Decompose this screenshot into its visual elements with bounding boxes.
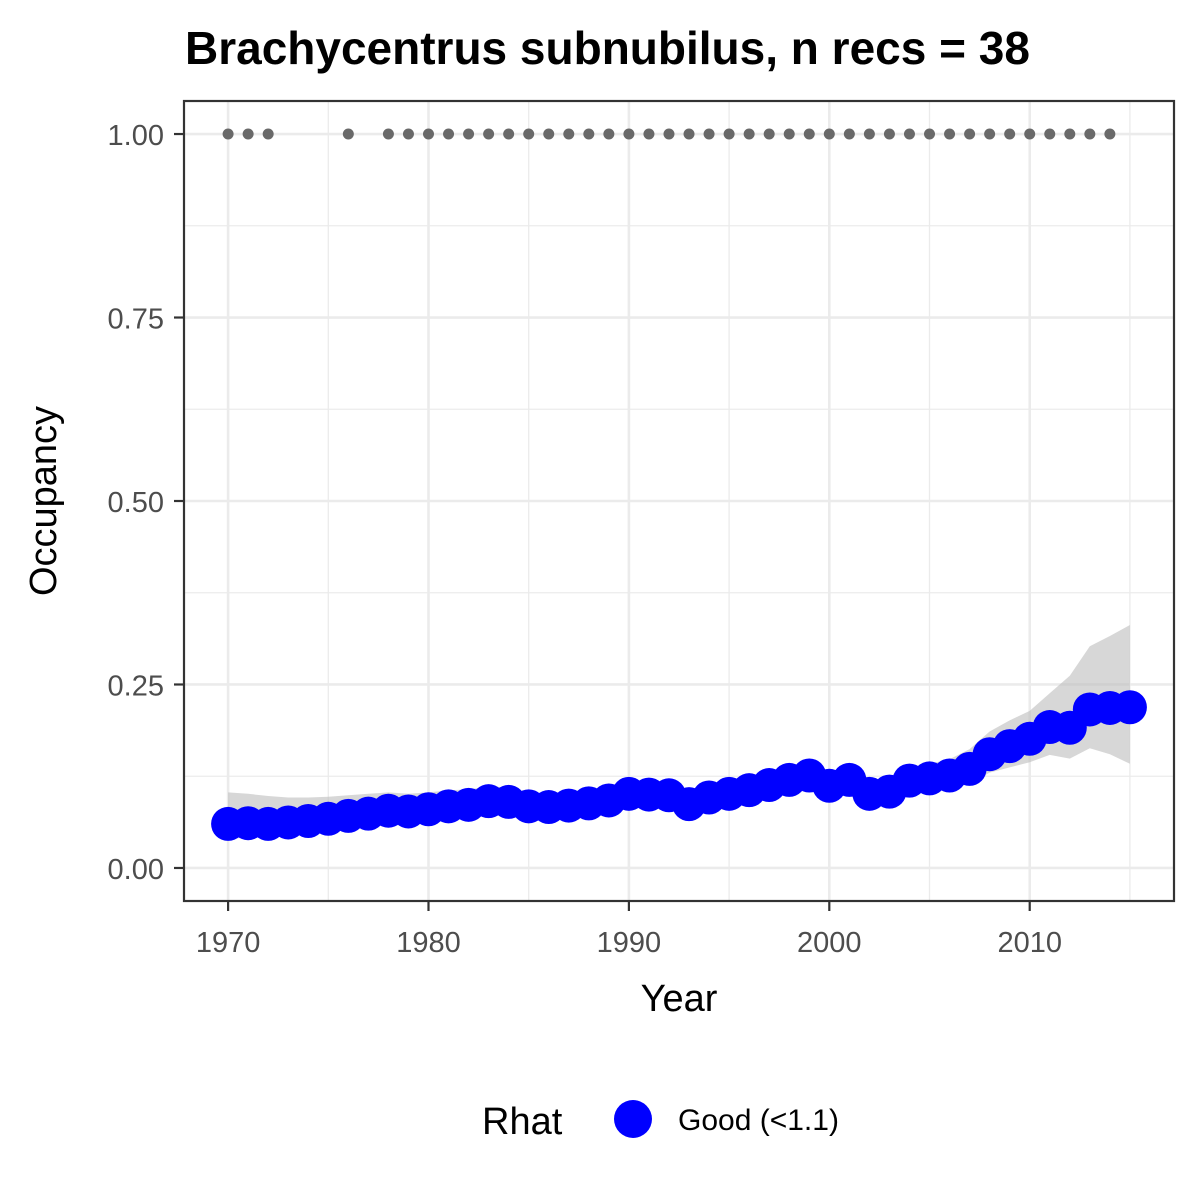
record-point (563, 128, 575, 140)
record-point (803, 128, 815, 140)
legend: Rhat Good (<1.1) (482, 1100, 839, 1143)
y-tick-label: 0.75 (108, 304, 164, 336)
record-point (583, 128, 595, 140)
record-point (843, 128, 855, 140)
record-point (603, 128, 615, 140)
y-tick-label: 0.00 (108, 854, 164, 886)
x-tick-label: 1980 (396, 927, 461, 959)
record-point (262, 128, 274, 140)
record-point (643, 128, 655, 140)
x-tick-label: 1970 (196, 927, 261, 959)
chart-title: Brachycentrus subnubilus, n recs = 38 (185, 22, 1030, 74)
y-tick-label: 0.50 (108, 487, 164, 519)
record-point (964, 128, 976, 140)
record-point (783, 128, 795, 140)
record-point (443, 128, 455, 140)
record-point (503, 128, 515, 140)
record-point (1064, 128, 1076, 140)
record-point (623, 128, 635, 140)
record-point (944, 128, 956, 140)
legend-label-good: Good (<1.1) (678, 1104, 839, 1137)
record-point (1004, 128, 1016, 140)
y-tick-label: 0.25 (108, 670, 164, 702)
record-point (703, 128, 715, 140)
record-point (463, 128, 475, 140)
x-tick-label: 2010 (997, 927, 1062, 959)
record-point (483, 128, 495, 140)
record-point (743, 128, 755, 140)
record-point (763, 128, 775, 140)
occupancy-point (1112, 690, 1147, 725)
record-point (683, 128, 695, 140)
record-point (402, 128, 414, 140)
record-point (242, 128, 254, 140)
record-point (543, 128, 555, 140)
record-point (924, 128, 936, 140)
record-point (422, 128, 434, 140)
record-point (663, 128, 675, 140)
record-points-layer (222, 128, 1116, 140)
record-point (863, 128, 875, 140)
y-axis: 0.00 0.25 0.50 0.75 1.00 (108, 120, 184, 886)
x-tick-label: 1990 (597, 927, 662, 959)
record-point (903, 128, 915, 140)
x-tick-label: 2000 (797, 927, 862, 959)
record-point (723, 128, 735, 140)
y-axis-title: Occupancy (23, 406, 65, 596)
record-point (523, 128, 535, 140)
record-point (1104, 128, 1116, 140)
x-axis: 1970 1980 1990 2000 2010 (196, 901, 1062, 959)
x-axis-title: Year (641, 978, 718, 1020)
record-point (1044, 128, 1056, 140)
record-point (823, 128, 835, 140)
record-point (883, 128, 895, 140)
record-point (382, 128, 394, 140)
legend-title: Rhat (482, 1101, 563, 1143)
record-point (1024, 128, 1036, 140)
legend-key-good (614, 1100, 652, 1138)
y-tick-label: 1.00 (108, 120, 164, 152)
record-point (984, 128, 996, 140)
record-point (1084, 128, 1096, 140)
record-point (342, 128, 354, 140)
occupancy-points-layer (211, 690, 1147, 841)
record-point (222, 128, 234, 140)
